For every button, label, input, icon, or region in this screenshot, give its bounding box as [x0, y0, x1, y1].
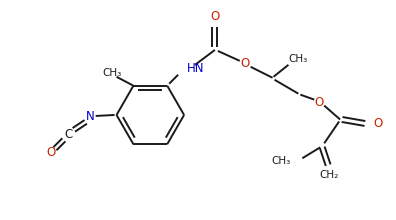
Text: O: O [373, 117, 383, 130]
Text: O: O [240, 57, 249, 70]
Text: N: N [86, 110, 95, 123]
Text: CH₂: CH₂ [320, 170, 339, 180]
Text: CH₃: CH₃ [289, 54, 308, 64]
Text: O: O [46, 146, 55, 159]
Text: CH₃: CH₃ [102, 68, 121, 78]
Text: O: O [314, 96, 324, 109]
Text: C: C [65, 128, 73, 141]
Text: CH₃: CH₃ [271, 156, 290, 166]
Text: O: O [210, 10, 219, 23]
Text: HN: HN [187, 62, 205, 75]
